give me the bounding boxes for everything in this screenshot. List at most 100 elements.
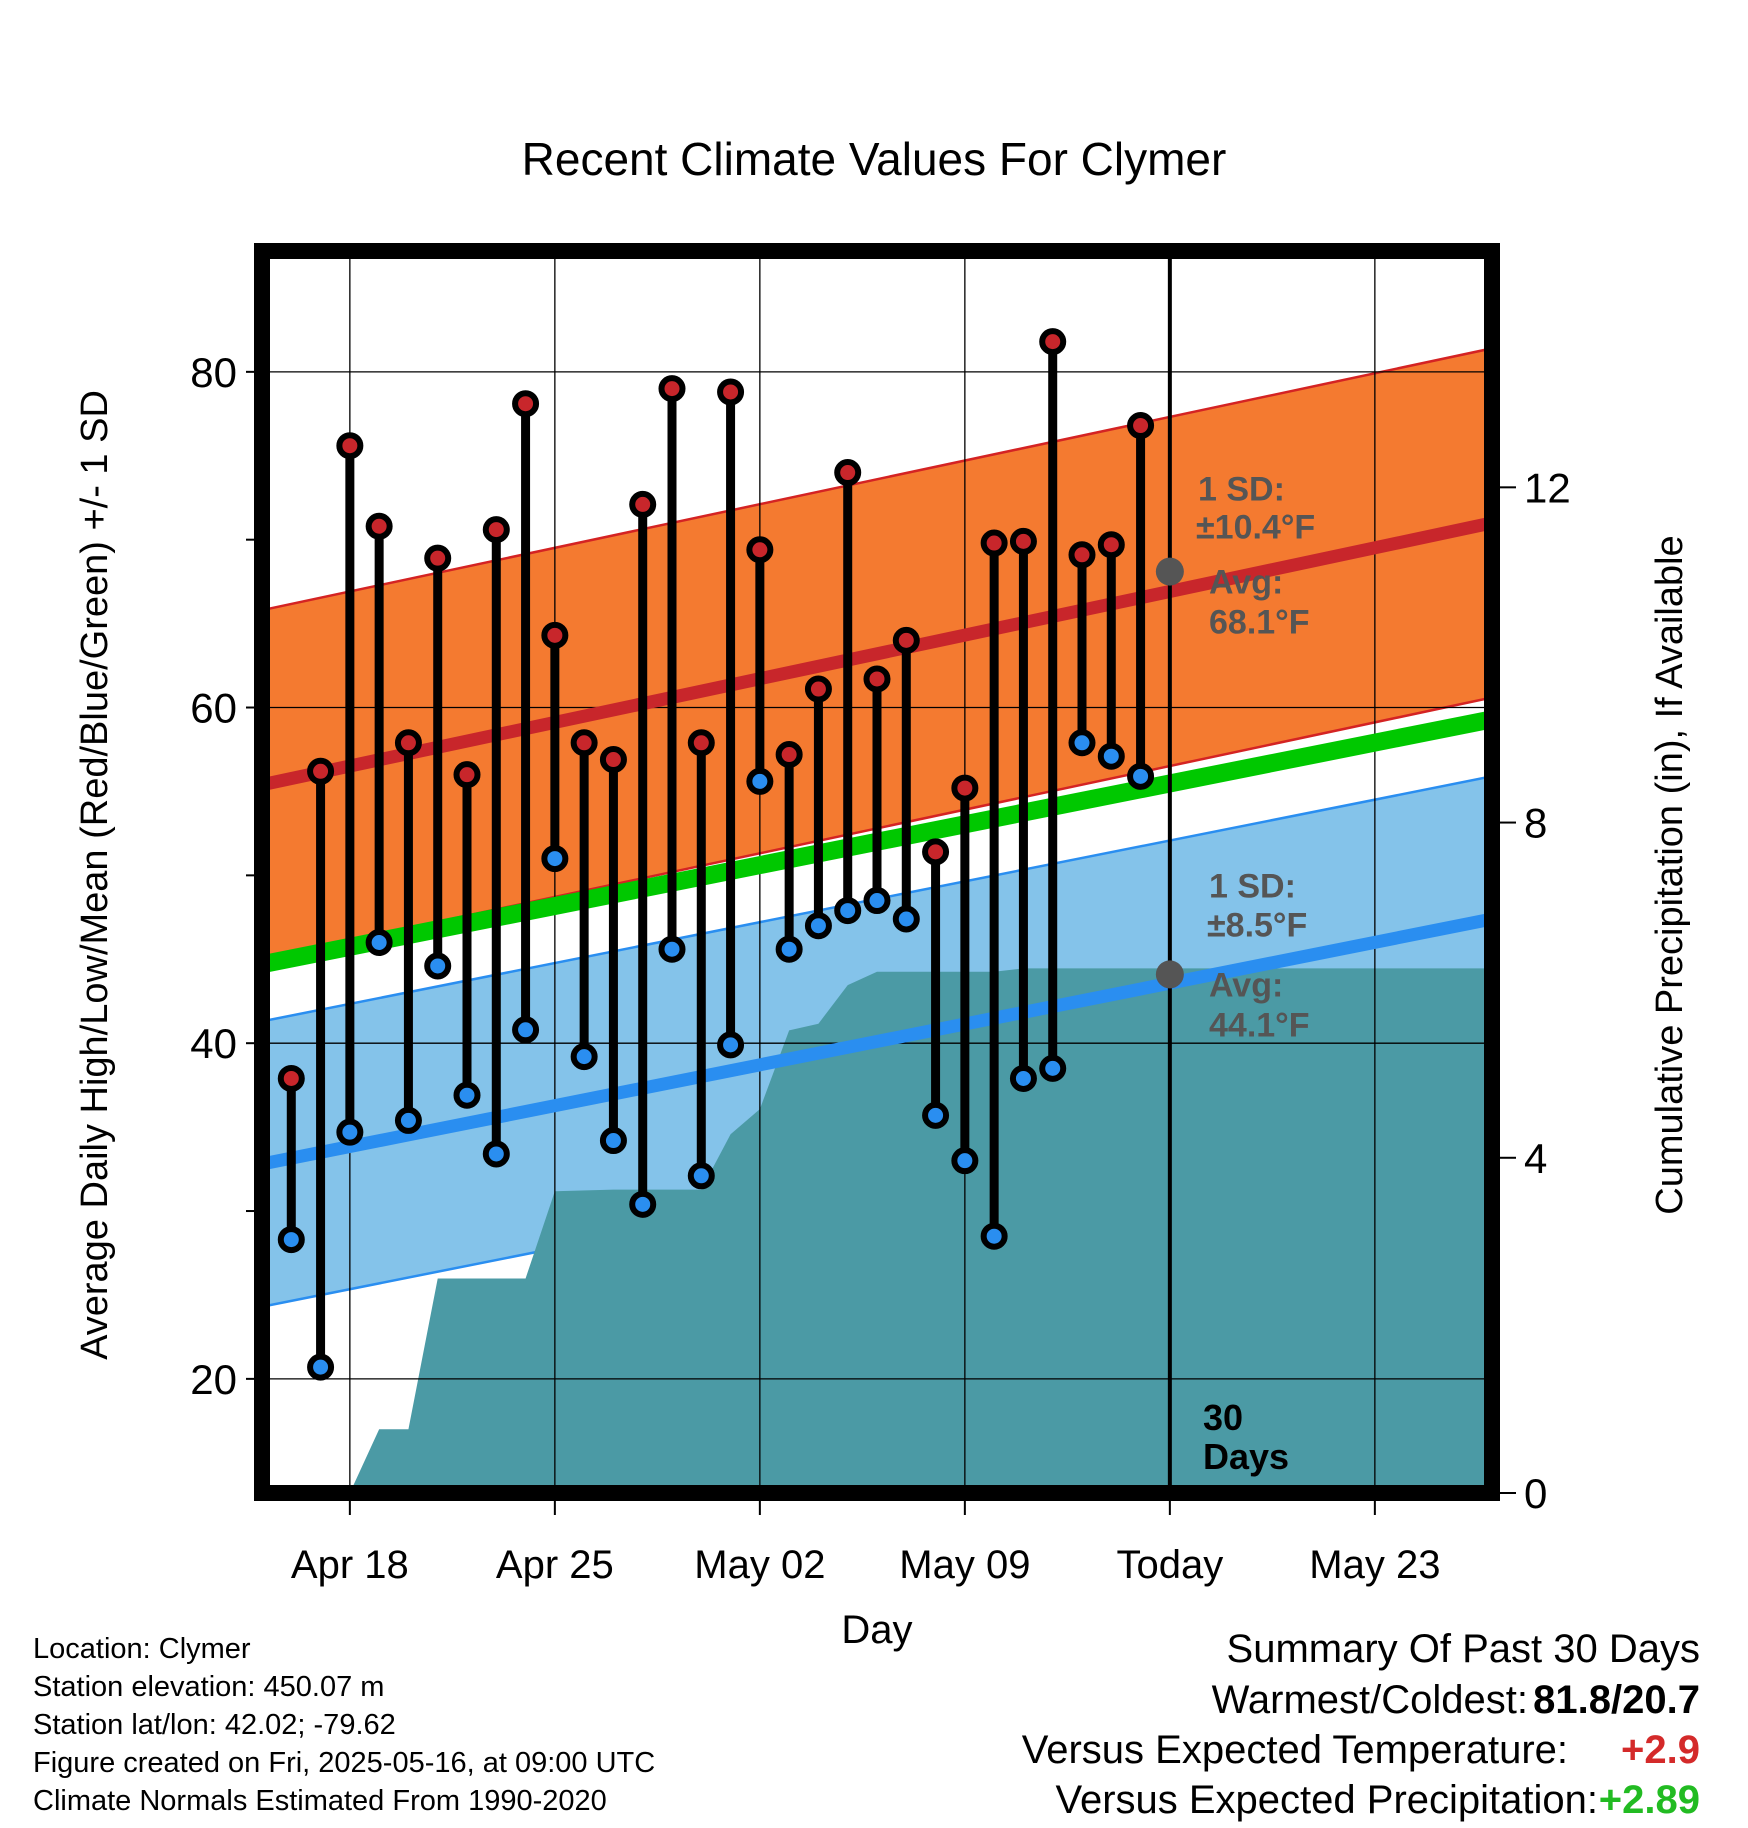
low-point: [512, 1016, 540, 1044]
high-point: [892, 626, 920, 654]
x-tick-label: Apr 18: [291, 1543, 409, 1587]
low-point: [570, 1043, 598, 1071]
high-point: [834, 459, 862, 487]
high-point: [980, 529, 1008, 557]
low-point: [1127, 762, 1155, 790]
low-point: [336, 1118, 364, 1146]
low-point: [717, 1031, 745, 1059]
low-avg-value: 44.1°F: [1209, 1006, 1310, 1044]
today-low-avg-dot: [1155, 960, 1184, 989]
today-high-avg-dot: [1155, 557, 1184, 586]
high-avg-value: 68.1°F: [1209, 604, 1310, 642]
summary-precip-value: +2.89: [1598, 1778, 1700, 1822]
high-point: [453, 761, 481, 789]
high-point: [629, 490, 657, 518]
low-point: [1039, 1054, 1067, 1082]
days-count-number: 30: [1203, 1397, 1243, 1438]
y-tick-label: 60: [190, 685, 237, 732]
low-point: [892, 905, 920, 933]
x-tick-label: May 02: [694, 1543, 825, 1587]
high-point: [541, 621, 569, 649]
normal-low-line: [260, 912, 1494, 1171]
plot-frame: [254, 243, 1500, 1501]
low-point: [980, 1222, 1008, 1250]
low-point: [1097, 742, 1125, 770]
high-point: [922, 838, 950, 866]
daily-observations: [277, 328, 1155, 1381]
high-point: [1009, 527, 1037, 555]
high-point: [307, 757, 335, 785]
x-tick-label: Today: [1116, 1543, 1223, 1587]
summary-temp-value: +2.9: [1621, 1728, 1700, 1772]
x-tick-label: May 09: [899, 1543, 1030, 1587]
summary-temp-label: Versus Expected Temperature:: [1021, 1728, 1568, 1772]
summary-warm-cold-label: Warmest/Coldest:: [1211, 1678, 1528, 1722]
high-sd-label: 1 SD:: [1198, 471, 1285, 509]
footer-location: Location: Clymer: [33, 1633, 251, 1665]
low-point: [687, 1162, 715, 1190]
low-point: [482, 1140, 510, 1168]
y-tick-label: 20: [190, 1356, 237, 1403]
high-point: [599, 746, 627, 774]
high-point: [1127, 412, 1155, 440]
high-point: [570, 729, 598, 757]
x-tick-label: May 23: [1309, 1543, 1440, 1587]
high-point: [717, 378, 745, 406]
high-point: [687, 729, 715, 757]
high-point: [424, 544, 452, 572]
low-point: [1068, 729, 1096, 757]
y2-tick-label: 0: [1524, 1470, 1547, 1517]
high-point: [804, 675, 832, 703]
summary-precip-label: Versus Expected Precipitation:: [1055, 1778, 1598, 1822]
low-sd-label: 1 SD:: [1209, 867, 1296, 905]
axes: 20 40 60 80 0 4 8 12 Apr 18 Apr 25 May 02 May 09 Tod…: [190, 349, 1570, 1587]
low-point: [658, 935, 686, 963]
low-point: [804, 912, 832, 940]
precipitation-fill: [349, 968, 1492, 1493]
high-avg-label: Avg:: [1209, 564, 1283, 602]
y2-tick-label: 4: [1524, 1135, 1547, 1182]
high-point: [482, 516, 510, 544]
high-point: [951, 774, 979, 802]
high-point: [277, 1064, 305, 1092]
days-count-word: Days: [1203, 1436, 1289, 1477]
x-tick-label: Apr 25: [496, 1543, 614, 1587]
high-point: [746, 536, 774, 564]
low-point: [541, 845, 569, 873]
footer-latlon: Station lat/lon: 42.02; -79.62: [33, 1709, 396, 1741]
high-point: [1039, 328, 1067, 356]
low-point: [1009, 1064, 1037, 1092]
low-sd-value: ±8.5°F: [1207, 906, 1307, 944]
y2-axis-label: Cumulative Precipitation (in), If Availa…: [1649, 535, 1691, 1214]
high-point: [1097, 531, 1125, 559]
low-point: [277, 1226, 305, 1254]
y-axis-label: Average Daily High/Low/Mean (Red/Blue/Gr…: [74, 390, 116, 1360]
low-point: [746, 767, 774, 795]
chart-title: Recent Climate Values For Clymer: [522, 133, 1227, 185]
summary-warm-cold-value: 81.8/20.7: [1533, 1678, 1700, 1722]
low-point: [775, 935, 803, 963]
low-point: [863, 887, 891, 915]
low-point: [629, 1190, 657, 1218]
y-tick-label: 40: [190, 1020, 237, 1067]
high-point: [863, 665, 891, 693]
low-point: [951, 1147, 979, 1175]
low-point: [834, 897, 862, 925]
high-point: [512, 390, 540, 418]
footer-elevation: Station elevation: 450.07 m: [33, 1671, 385, 1703]
low-point: [424, 952, 452, 980]
normal-high-line: [260, 516, 1494, 792]
y-tick-label: 80: [190, 349, 237, 396]
high-point: [336, 432, 364, 460]
high-point: [1068, 541, 1096, 569]
y2-tick-label: 8: [1524, 800, 1547, 847]
high-point: [775, 741, 803, 769]
high-point: [394, 729, 422, 757]
low-point: [394, 1106, 422, 1134]
low-point: [365, 928, 393, 956]
footer-normals: Climate Normals Estimated From 1990-2020: [33, 1785, 607, 1817]
precipitation-area: [349, 968, 1492, 1493]
low-point: [453, 1081, 481, 1109]
